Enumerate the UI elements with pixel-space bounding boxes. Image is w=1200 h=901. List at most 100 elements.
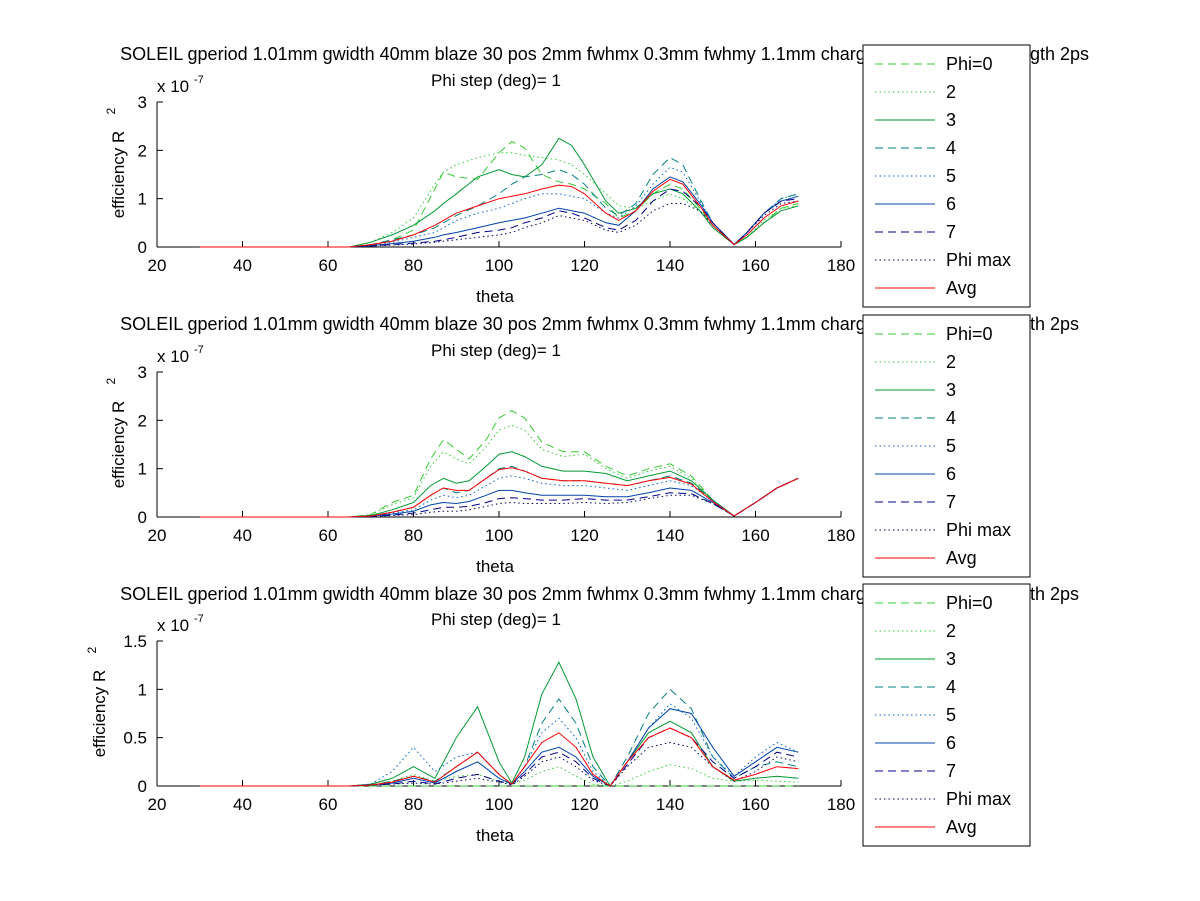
x-tick-label: 160 xyxy=(741,526,769,545)
y-tick-label: 2 xyxy=(138,411,147,430)
y-tick-label: 2 xyxy=(138,141,147,160)
x-tick-label: 20 xyxy=(148,795,167,814)
y-tick-label: 0 xyxy=(138,508,147,527)
legend-label: Phi=0 xyxy=(946,593,993,613)
chart-panel-3: SOLEIL gperiod 1.01mm gwidth 40mm blaze … xyxy=(85,583,1079,847)
exponent-power: -7 xyxy=(194,74,204,86)
legend-label: 2 xyxy=(946,621,956,641)
series-line-9 xyxy=(199,178,799,248)
x-tick-label: 180 xyxy=(827,795,855,814)
x-tick-label: 40 xyxy=(233,795,252,814)
legend-label: 5 xyxy=(946,166,956,186)
legend-label: 4 xyxy=(946,677,956,697)
series-line-9 xyxy=(199,467,799,518)
series-line-3 xyxy=(199,137,799,248)
exponent-power: -7 xyxy=(194,613,204,625)
legend-label: 3 xyxy=(946,649,956,669)
legend-label: 7 xyxy=(946,492,956,512)
y-tick-label: 0 xyxy=(138,777,147,796)
series-line-6 xyxy=(199,708,799,787)
y-axis-label-group: efficiency R 2 xyxy=(85,647,109,758)
legend-label: Phi=0 xyxy=(946,54,993,74)
chart-title: SOLEIL gperiod 1.01mm gwidth 40mm blaze … xyxy=(120,584,876,604)
y-axis-label-superscript: 2 xyxy=(104,378,118,385)
legend-label: Avg xyxy=(946,278,977,298)
legend-label: 7 xyxy=(946,761,956,781)
legend-label: Phi max xyxy=(946,789,1011,809)
x-tick-label: 60 xyxy=(319,256,338,275)
x-tick-label: 160 xyxy=(741,795,769,814)
chart-panel-2: SOLEIL gperiod 1.01mm gwidth 40mm blaze … xyxy=(104,314,1079,578)
chart-subtitle: Phi step (deg)= 1 xyxy=(431,71,561,90)
x-tick-label: 80 xyxy=(404,795,423,814)
legend-label: 2 xyxy=(946,352,956,372)
legend: Phi=0 2 3 4 5 6 7 Phi max Avg xyxy=(862,583,1031,847)
chart-title: SOLEIL gperiod 1.01mm gwidth 40mm blaze … xyxy=(120,314,876,334)
series-line-7 xyxy=(199,188,799,248)
y-tick-label: 1 xyxy=(138,190,147,209)
y-axis-label: efficiency R xyxy=(109,401,128,489)
series-line-3 xyxy=(199,451,799,518)
y-axis-label-superscript: 2 xyxy=(104,108,118,115)
series-line-5 xyxy=(199,475,799,518)
chart-subtitle: Phi step (deg)= 1 xyxy=(431,610,561,629)
series-line-6 xyxy=(199,176,799,248)
exponent-label: x 10 xyxy=(157,616,189,635)
series-line-1 xyxy=(199,410,799,518)
y-tick-label: 1.5 xyxy=(123,632,147,651)
legend-box xyxy=(862,583,1031,847)
legend-label: 4 xyxy=(946,408,956,428)
chart-title-tail: th 2ps xyxy=(1030,584,1079,604)
chart-title-tail: th 2ps xyxy=(1030,314,1079,334)
y-tick-label: 0.5 xyxy=(123,729,147,748)
y-axis-label: efficiency R xyxy=(90,670,109,758)
legend-label: 6 xyxy=(946,194,956,214)
x-tick-label: 60 xyxy=(319,795,338,814)
x-tick-label: 80 xyxy=(404,256,423,275)
y-tick-label: 3 xyxy=(138,363,147,382)
legend: Phi=0 2 3 4 5 6 7 Phi max Avg xyxy=(862,314,1031,578)
legend-label: 6 xyxy=(946,733,956,753)
series-line-5 xyxy=(199,166,799,248)
x-tick-label: 100 xyxy=(485,795,513,814)
x-tick-label: 20 xyxy=(148,256,167,275)
x-tick-label: 140 xyxy=(656,526,684,545)
legend-box xyxy=(862,314,1031,578)
x-tick-label: 60 xyxy=(319,526,338,545)
series-line-9 xyxy=(199,727,799,787)
legend-label: 2 xyxy=(946,82,956,102)
legend-label: 5 xyxy=(946,436,956,456)
x-tick-label: 80 xyxy=(404,526,423,545)
legend-label: 3 xyxy=(946,380,956,400)
y-tick-label: 0 xyxy=(138,238,147,257)
legend: Phi=0 2 3 4 5 6 7 Phi max Avg xyxy=(862,44,1031,308)
legend-label: Avg xyxy=(946,548,977,568)
x-tick-label: 100 xyxy=(485,256,513,275)
x-tick-label: 180 xyxy=(827,526,855,545)
series-line-1 xyxy=(199,141,799,248)
x-tick-label: 160 xyxy=(741,256,769,275)
y-tick-label: 1 xyxy=(138,680,147,699)
series-line-2 xyxy=(199,152,799,248)
x-tick-label: 140 xyxy=(656,795,684,814)
legend-box xyxy=(862,44,1031,308)
x-tick-label: 40 xyxy=(233,256,252,275)
series-line-7 xyxy=(199,727,799,787)
series-line-7 xyxy=(199,477,799,518)
chart-title-tail: gth 2ps xyxy=(1030,44,1089,64)
chart-panel-1: SOLEIL gperiod 1.01mm gwidth 40mm blaze … xyxy=(104,44,1089,308)
y-axis-label-group: efficiency R 2 xyxy=(104,378,128,489)
y-axis-label-group: efficiency R 2 xyxy=(104,108,128,219)
chart-subtitle: Phi step (deg)= 1 xyxy=(431,341,561,360)
x-axis-label: theta xyxy=(476,826,514,845)
legend-label: Phi=0 xyxy=(946,324,993,344)
x-tick-label: 120 xyxy=(570,795,598,814)
x-tick-label: 40 xyxy=(233,526,252,545)
series-line-6 xyxy=(199,477,799,518)
x-axis-label: theta xyxy=(476,557,514,576)
series-line-4 xyxy=(199,688,799,787)
y-axis-label: efficiency R xyxy=(109,131,128,219)
y-tick-label: 3 xyxy=(138,93,147,112)
series-line-2 xyxy=(199,424,799,518)
